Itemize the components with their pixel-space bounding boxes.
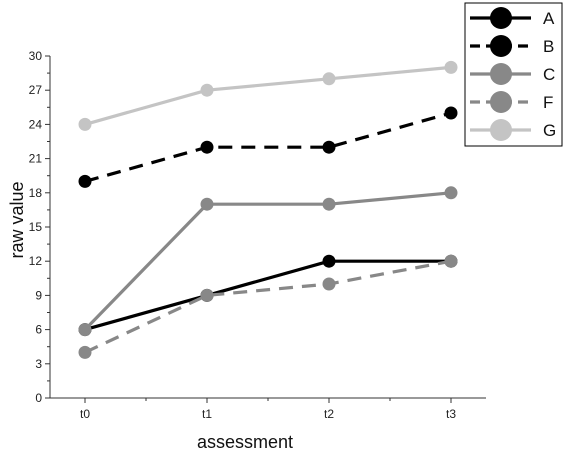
series-line-A	[84, 259, 451, 332]
x-tick-label: t1	[202, 407, 212, 421]
legend-label-G: G	[543, 121, 556, 140]
legend-marker-B	[490, 35, 512, 57]
data-point-G	[78, 117, 92, 131]
data-point-C	[322, 197, 336, 211]
data-point-A	[322, 254, 336, 268]
data-point-B	[444, 106, 458, 120]
y-tick-label: 24	[29, 117, 43, 131]
x-tick-label: t3	[446, 407, 456, 421]
data-point-B	[322, 140, 336, 154]
legend-marker-C	[490, 63, 512, 85]
data-point-G	[444, 60, 458, 74]
x-axis-title: assessment	[197, 432, 293, 452]
y-axis-title: raw value	[7, 181, 27, 258]
axes: 0 3 6 9 12 15 18 21 24 27 30 t0 t1 t2 t3	[29, 49, 486, 421]
plot-area	[78, 60, 458, 359]
data-point-B	[200, 140, 214, 154]
data-point-C	[78, 323, 92, 337]
series-line-F	[84, 259, 452, 354]
series-line-G	[84, 65, 452, 126]
y-tick-label: 0	[35, 391, 42, 405]
y-tick-label: 12	[29, 254, 43, 268]
y-tick-label: 9	[35, 288, 42, 302]
y-tick-label: 3	[35, 357, 42, 371]
legend-marker-F	[490, 91, 512, 113]
series-line-C	[83, 191, 452, 331]
data-point-F	[322, 277, 336, 291]
y-tick-label: 27	[29, 83, 43, 97]
data-point-F	[444, 254, 458, 268]
y-tick-label: 18	[29, 186, 43, 200]
legend-marker-A	[490, 7, 512, 29]
data-point-C	[444, 186, 458, 200]
legend-label-B: B	[543, 37, 554, 56]
y-tick-label: 6	[35, 323, 42, 337]
legend-label-C: C	[543, 65, 555, 84]
data-point-G	[200, 83, 214, 97]
legend-label-F: F	[543, 93, 553, 112]
data-point-B	[78, 174, 92, 188]
data-point-F	[200, 288, 214, 302]
y-tick-label: 15	[29, 220, 43, 234]
data-point-G	[322, 72, 336, 86]
series-line-B	[84, 111, 452, 183]
y-tick-label: 30	[29, 49, 43, 63]
y-tick-label: 21	[29, 152, 43, 166]
x-tick-label: t2	[324, 407, 334, 421]
x-tick-label: t0	[80, 407, 90, 421]
legend-label-A: A	[543, 9, 555, 28]
data-point-C	[200, 197, 214, 211]
data-point-F	[78, 345, 92, 359]
legend-marker-G	[490, 119, 512, 141]
